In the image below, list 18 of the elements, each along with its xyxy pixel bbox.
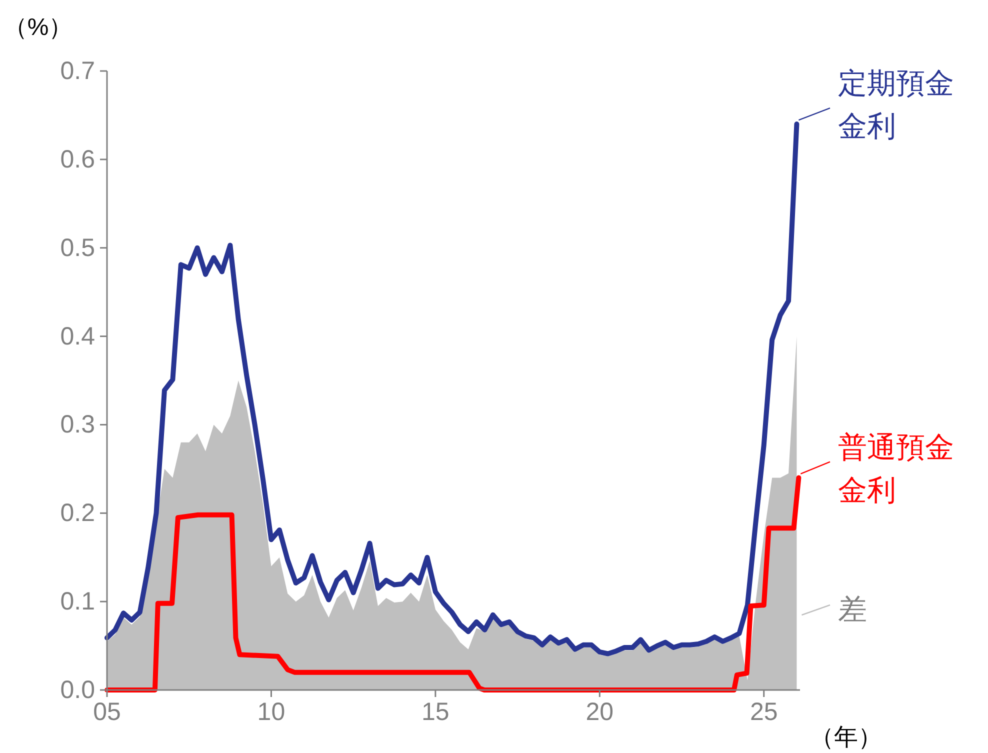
x-tick-label: 25 — [750, 698, 778, 726]
legend-label: 普通預金金利 — [838, 432, 954, 507]
x-axis-title: （年） — [810, 724, 882, 751]
y-tick-label: 0.5 — [60, 234, 95, 262]
y-tick-label: 0.1 — [60, 588, 95, 616]
y-tick-label: 0.3 — [60, 410, 95, 439]
y-axis-title: （%） — [3, 14, 73, 41]
y-tick-label: 0.0 — [60, 676, 95, 704]
y-tick-label: 0.6 — [60, 145, 95, 174]
y-tick-label: 0.2 — [60, 499, 95, 528]
legend-label: 定期預金金利 — [838, 68, 954, 144]
y-tick-label: 0.7 — [60, 57, 95, 85]
x-tick-label: 05 — [93, 698, 121, 726]
x-tick-label: 10 — [257, 698, 286, 726]
y-tick-label: 0.4 — [60, 322, 96, 350]
x-tick-label: 15 — [422, 698, 450, 726]
x-tick-label: 20 — [586, 698, 614, 726]
legend-label: 差 — [838, 594, 867, 626]
